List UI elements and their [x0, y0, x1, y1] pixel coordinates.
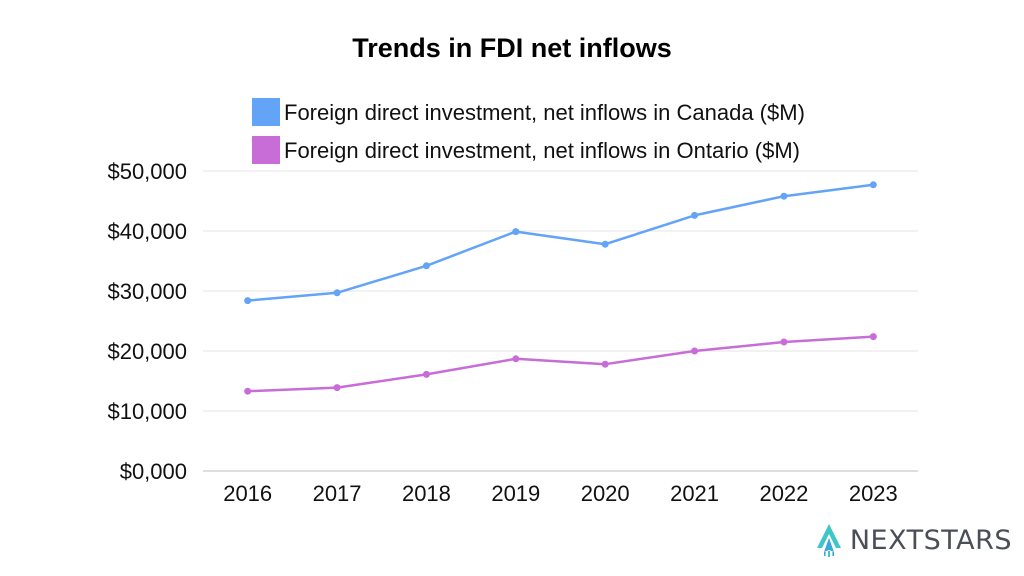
x-tick-label: 2016	[223, 481, 272, 506]
x-tick-label: 2023	[849, 481, 898, 506]
brand-name: NEXTSTARS	[849, 524, 1012, 556]
series-layer	[244, 181, 877, 395]
x-tick-label: 2017	[313, 481, 362, 506]
x-tick-label: 2021	[670, 481, 719, 506]
rocket-icon	[816, 524, 841, 557]
y-tick-label: $50,000	[107, 159, 187, 184]
x-tick-label: 2022	[759, 481, 808, 506]
data-point	[244, 297, 252, 305]
data-point	[691, 347, 699, 355]
y-tick-label: $40,000	[107, 219, 187, 244]
series-line-1	[247, 183, 874, 302]
data-point	[869, 333, 877, 341]
y-tick-label: $20,000	[107, 339, 187, 364]
brand-logo: NEXTSTARS	[814, 522, 1012, 558]
data-point	[601, 360, 609, 368]
legend-swatch	[252, 136, 280, 164]
x-tick-label: 2020	[581, 481, 630, 506]
legend-swatch	[252, 98, 280, 126]
chart-legend: Foreign direct investment, net inflows i…	[252, 98, 805, 164]
data-point	[512, 355, 520, 363]
x-axis: 2016 2017 2018 2019 2020 2021 2022 2023	[223, 481, 898, 506]
data-point	[333, 384, 341, 392]
x-tick-label: 2018	[402, 481, 451, 506]
legend-label: Foreign direct investment, net inflows i…	[284, 100, 805, 125]
data-point	[512, 228, 520, 236]
data-point	[691, 211, 699, 219]
y-axis: $0,000 $10,000 $20,000 $30,000 $40,000 $50,00…	[107, 159, 187, 484]
y-tick-label: $0,000	[120, 459, 187, 484]
data-point	[780, 192, 788, 200]
legend-label: Foreign direct investment, net inflows i…	[284, 138, 800, 163]
chart-title: Trends in FDI net inflows	[352, 33, 672, 63]
data-point	[244, 387, 252, 395]
gridlines	[203, 170, 918, 472]
data-point	[601, 240, 609, 248]
x-tick-label: 2019	[491, 481, 540, 506]
data-point	[780, 338, 788, 346]
data-point	[333, 289, 341, 297]
y-tick-label: $10,000	[107, 399, 187, 424]
data-point	[422, 370, 430, 378]
y-tick-label: $30,000	[107, 279, 187, 304]
series-line-0	[247, 335, 874, 393]
data-point	[422, 262, 430, 270]
data-point	[869, 181, 877, 189]
